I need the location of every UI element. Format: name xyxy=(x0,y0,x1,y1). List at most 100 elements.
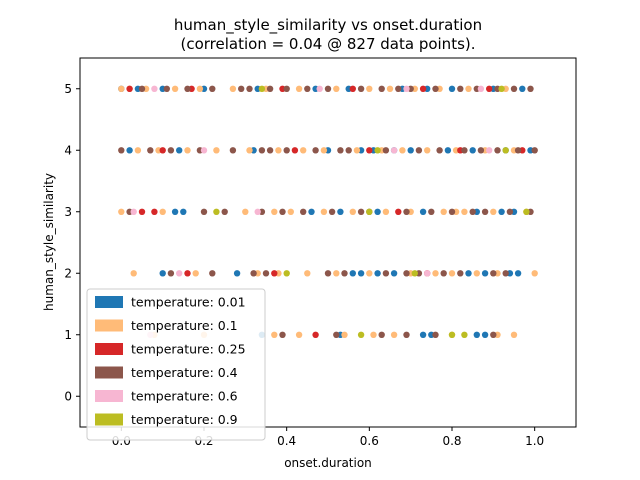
data-point xyxy=(308,208,315,215)
data-point xyxy=(229,147,237,154)
data-point xyxy=(271,208,278,215)
data-point xyxy=(283,147,290,154)
data-point xyxy=(469,208,476,215)
data-point xyxy=(324,270,332,277)
data-point xyxy=(424,147,431,154)
data-point xyxy=(341,331,348,338)
data-point xyxy=(163,85,170,93)
data-point xyxy=(349,208,356,215)
data-point xyxy=(490,208,497,215)
data-point xyxy=(411,270,418,277)
y-tick-label: 5 xyxy=(64,82,72,96)
data-point xyxy=(246,147,253,154)
data-point xyxy=(378,331,385,338)
data-point xyxy=(374,270,381,277)
y-tick-label: 3 xyxy=(64,205,72,219)
data-point xyxy=(258,85,266,93)
data-point xyxy=(531,270,538,277)
data-point xyxy=(494,147,501,154)
data-point xyxy=(419,208,427,215)
data-point xyxy=(531,147,538,154)
legend-swatch xyxy=(95,343,123,355)
data-point xyxy=(192,270,199,277)
data-point xyxy=(382,208,390,215)
data-point xyxy=(428,208,435,215)
data-point xyxy=(519,85,526,93)
data-point xyxy=(184,85,191,93)
data-point xyxy=(283,85,290,93)
x-tick-label: 0.6 xyxy=(360,434,379,448)
y-axis-label: human_style_similarity xyxy=(42,173,56,311)
data-point xyxy=(399,147,406,154)
data-point xyxy=(448,270,456,277)
data-point xyxy=(469,147,476,154)
data-point xyxy=(333,270,340,277)
data-point xyxy=(502,147,509,154)
data-point xyxy=(242,208,249,215)
legend-entry-label: temperature: 0.25 xyxy=(131,342,246,357)
data-point xyxy=(147,147,154,154)
data-point xyxy=(159,147,166,154)
data-point xyxy=(300,147,307,154)
data-point xyxy=(304,85,311,93)
data-point xyxy=(457,270,464,277)
data-point xyxy=(271,331,278,338)
data-point xyxy=(395,85,402,93)
legend-entry-label: temperature: 0.01 xyxy=(131,295,246,310)
data-point xyxy=(138,208,146,215)
data-point xyxy=(395,208,402,215)
data-point xyxy=(266,147,274,154)
data-point xyxy=(357,270,365,277)
data-point xyxy=(345,147,352,154)
data-point xyxy=(118,147,125,154)
data-point xyxy=(171,208,179,215)
data-point xyxy=(266,85,274,93)
legend: temperature: 0.01 temperature: 0.1 tempera… xyxy=(86,288,266,441)
data-point xyxy=(275,147,282,154)
data-point xyxy=(390,270,398,277)
x-tick-label: 1.0 xyxy=(525,434,544,448)
data-point xyxy=(510,331,518,338)
data-point xyxy=(448,208,456,215)
data-point xyxy=(250,270,257,277)
data-point xyxy=(403,208,410,215)
data-point xyxy=(349,270,356,277)
data-point xyxy=(200,208,208,215)
data-point xyxy=(312,147,319,154)
data-point xyxy=(130,270,137,277)
data-point xyxy=(209,85,216,93)
data-point xyxy=(271,270,278,277)
data-point xyxy=(151,85,158,93)
data-point xyxy=(419,85,427,93)
data-point xyxy=(341,270,348,277)
data-point xyxy=(238,85,245,93)
y-tick-label: 1 xyxy=(64,328,72,342)
data-point xyxy=(473,331,480,338)
data-point xyxy=(390,331,398,338)
x-axis-ticks: 0.0 0.2 0.4 0.6 0.8 1.0 xyxy=(112,427,544,448)
data-point xyxy=(130,208,137,215)
data-point xyxy=(378,85,385,93)
data-point xyxy=(432,331,439,338)
data-point xyxy=(213,208,220,215)
data-point xyxy=(159,208,166,215)
data-point xyxy=(498,208,505,215)
data-point xyxy=(444,147,452,154)
data-point xyxy=(523,208,530,215)
data-point xyxy=(382,147,390,154)
data-point xyxy=(432,85,439,93)
y-tick-label: 0 xyxy=(64,389,72,403)
legend-entry-label: temperature: 0.4 xyxy=(131,365,238,380)
data-point xyxy=(366,85,373,93)
data-point xyxy=(490,270,497,277)
legend-box xyxy=(86,288,266,441)
data-point xyxy=(184,147,191,154)
data-point xyxy=(184,270,191,277)
data-point xyxy=(514,147,522,154)
data-point xyxy=(510,85,518,93)
data-point xyxy=(295,85,303,93)
data-point xyxy=(167,147,175,154)
data-point xyxy=(167,270,175,277)
data-point xyxy=(118,208,125,215)
legend-entry-label: temperature: 0.6 xyxy=(131,389,238,404)
